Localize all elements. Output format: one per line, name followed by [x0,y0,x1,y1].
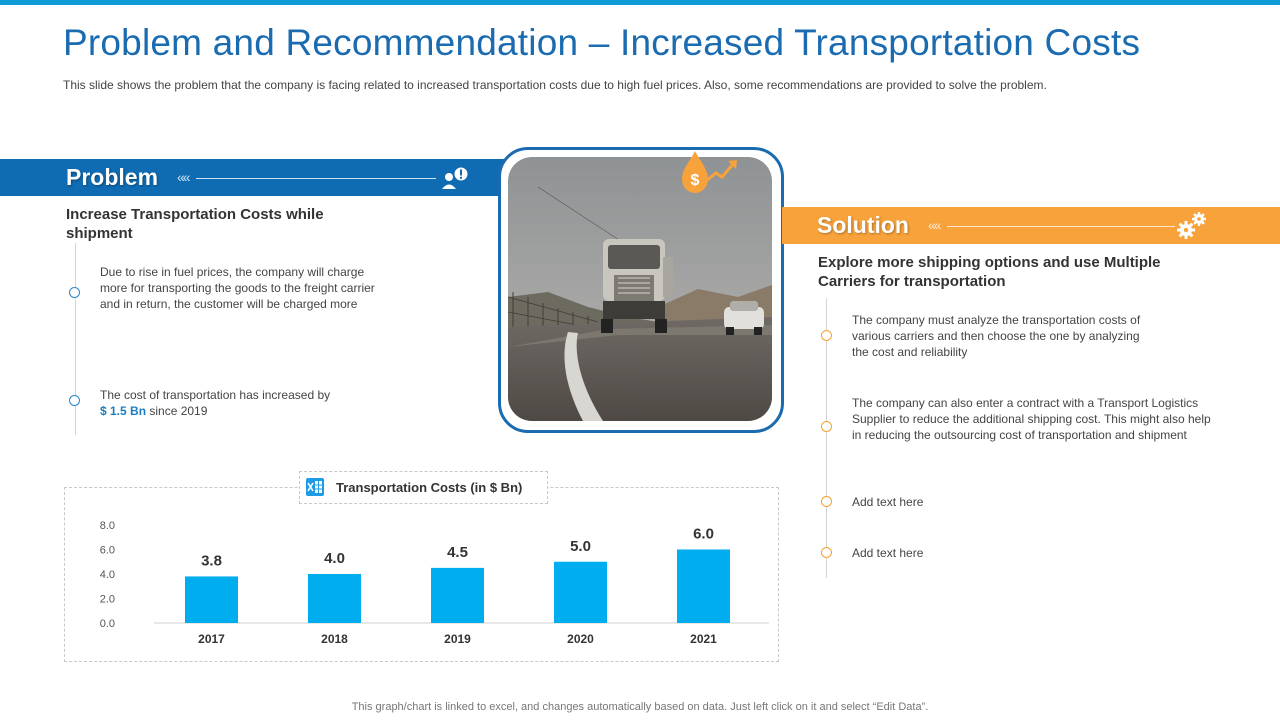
x-tick-label: 2018 [321,632,348,646]
problem-point-2-suffix: since 2019 [146,404,208,418]
problem-divider [196,178,436,179]
solution-timeline [826,298,827,578]
page-subtitle: This slide shows the problem that the co… [63,78,1047,92]
gears-icon [1177,212,1206,239]
problem-heading: Increase Transportation Costs while ship… [66,206,324,242]
fuel-price-icon: $ [682,151,737,193]
problem-point-2-prefix: The cost of transportation has increased… [100,388,331,402]
solution-banner [782,207,1280,244]
chevrons-left-icon: «« [928,217,942,233]
person-alert-icon [442,167,468,189]
chart-title: Transportation Costs (in $ Bn) [336,480,523,495]
solution-point-3: Add text here [852,495,924,509]
footer-note: This graph/chart is linked to excel, and… [351,701,929,713]
y-tick-label: 6.0 [100,545,115,557]
problem-label: Problem [66,164,159,190]
solution-point-4: Add text here [852,546,924,560]
bullet-dot [69,287,80,298]
chevrons-left-icon: «« [177,169,191,185]
bullet-dot [69,395,80,406]
bullet-dot [821,496,832,507]
bar-value-label: 4.0 [324,550,345,567]
y-tick-label: 2.0 [100,594,115,606]
bar [308,574,361,623]
bar-value-label: 6.0 [693,526,714,543]
problem-banner [0,159,530,196]
x-tick-label: 2020 [567,632,594,646]
truck-photo [508,157,772,421]
bullet-dot [821,330,832,341]
problem-point-2: The cost of transportation has increased… [100,387,340,419]
y-tick-label: 4.0 [100,569,115,581]
cost-increase-value: $ 1.5 Bn [100,404,147,418]
bar-chart[interactable]: 0.0 2.0 4.0 6.0 8.0 3.8 2017 4.0 2018 4.5 2019 5.0 2… [64,505,777,655]
solution-label: Solution [817,212,909,238]
solution-heading: Explore more shipping options and use Mu… [818,254,1161,290]
bar [677,549,730,623]
x-tick-label: 2017 [198,632,225,646]
bar [554,561,607,623]
problem-timeline [75,243,76,435]
chart-title-box [299,471,548,504]
excel-icon [306,478,324,496]
page-title: Problem and Recommendation – Increased T… [63,22,1141,63]
bar [185,576,238,623]
x-tick-label: 2021 [690,632,717,646]
bar [431,567,484,623]
bar-value-label: 4.5 [447,544,468,561]
bullet-dot [821,547,832,558]
solution-divider [947,226,1175,227]
top-accent-line [0,0,1280,5]
x-tick-label: 2019 [444,632,471,646]
y-tick-label: 0.0 [100,618,115,630]
y-tick-label: 8.0 [100,520,115,532]
solution-point-2: The company can also enter a contract wi… [852,396,1211,442]
bullet-dot [821,421,832,432]
bar-value-label: 3.8 [201,552,222,569]
problem-point-1: Due to rise in fuel prices, the company … [100,265,375,311]
solution-point-1: The company must analyze the transportat… [852,313,1141,359]
svg-text:$: $ [691,172,700,189]
bar-value-label: 5.0 [570,538,591,555]
